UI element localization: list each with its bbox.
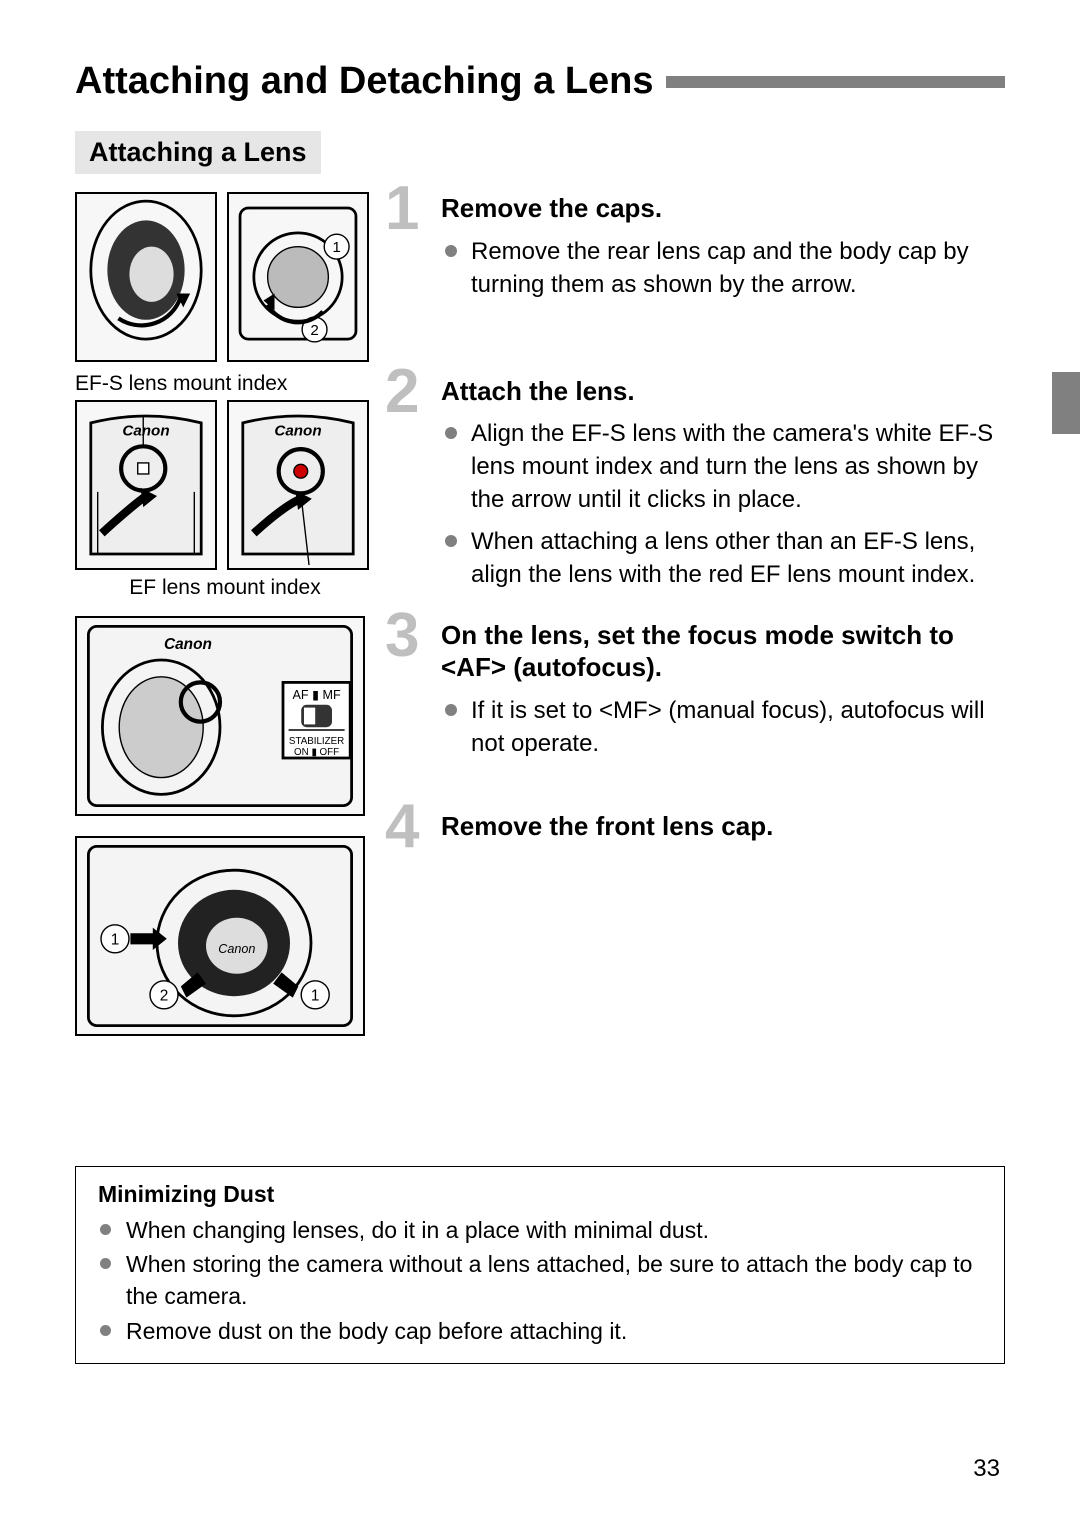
svg-text:ON ▮ OFF: ON ▮ OFF [294, 747, 339, 758]
step-3-list: If it is set to <MF> (manual focus), aut… [441, 694, 1005, 760]
step-1-title: Remove the caps. [441, 192, 1005, 225]
step-1: 1 Remove the caps. Remove the rear lens … [393, 192, 1005, 301]
svg-text:STABILIZER: STABILIZER [289, 736, 344, 747]
svg-text:Canon: Canon [218, 942, 255, 956]
figure-efs-mount: Canon [75, 400, 217, 570]
step-2-list: Align the EF-S lens with the camera's wh… [441, 417, 1005, 591]
figure-row-1: 12 [75, 192, 375, 362]
step-4-title: Remove the front lens cap. [441, 810, 1005, 843]
step-1-item: Remove the rear lens cap and the body ca… [441, 235, 1005, 301]
svg-text:AF ▮ MF: AF ▮ MF [292, 688, 341, 702]
note-item-0: When changing lenses, do it in a place w… [98, 1214, 982, 1246]
edge-tab [1052, 372, 1080, 434]
note-item-2: Remove dust on the body cap before attac… [98, 1315, 982, 1347]
step-3-item: If it is set to <MF> (manual focus), aut… [441, 694, 1005, 760]
title-row: Attaching and Detaching a Lens [75, 60, 1005, 103]
step-1-number: 1 [385, 178, 419, 240]
step-3-title: On the lens, set the focus mode switch t… [441, 619, 1005, 684]
figure-remove-front-cap: Canon 1 2 1 [75, 836, 365, 1036]
step-2-title: Attach the lens. [441, 375, 1005, 408]
figure-af-switch: Canon AF ▮ MF STABILIZERON ▮ OFF [75, 616, 365, 816]
content-columns: 12 EF-S lens mount index Canon Canon EF … [75, 192, 1005, 1056]
page-number: 33 [973, 1455, 1000, 1483]
svg-text:2: 2 [160, 987, 169, 1004]
right-column: 1 Remove the caps. Remove the rear lens … [393, 192, 1005, 1056]
figure-ef-mount: Canon [227, 400, 369, 570]
note-box: Minimizing Dust When changing lenses, do… [75, 1166, 1005, 1364]
step-2: 2 Attach the lens. Align the EF-S lens w… [393, 375, 1005, 591]
figure-lens-cap [75, 192, 217, 362]
step-3: 3 On the lens, set the focus mode switch… [393, 619, 1005, 760]
svg-text:1: 1 [311, 987, 320, 1004]
title-bar [666, 76, 1005, 88]
caption-ef-index: EF lens mount index [75, 576, 375, 600]
step-1-list: Remove the rear lens cap and the body ca… [441, 235, 1005, 301]
step-2-item-1: When attaching a lens other than an EF-S… [441, 525, 1005, 591]
step-2-item-0: Align the EF-S lens with the camera's wh… [441, 417, 1005, 516]
step-4: 4 Remove the front lens cap. [393, 810, 1005, 843]
svg-text:Canon: Canon [122, 422, 169, 439]
svg-text:1: 1 [111, 931, 120, 948]
svg-text:Canon: Canon [164, 636, 212, 653]
note-list: When changing lenses, do it in a place w… [98, 1214, 982, 1347]
section-heading: Attaching a Lens [75, 131, 321, 174]
svg-text:1: 1 [332, 239, 340, 256]
caption-efs-index: EF-S lens mount index [75, 372, 375, 396]
step-4-number: 4 [385, 796, 419, 858]
svg-text:Canon: Canon [274, 422, 321, 439]
figure-row-2: Canon Canon [75, 400, 375, 570]
note-item-1: When storing the camera without a lens a… [98, 1248, 982, 1312]
step-2-number: 2 [385, 361, 419, 423]
figure-body-cap: 12 [227, 192, 369, 362]
svg-text:2: 2 [310, 322, 318, 339]
note-title: Minimizing Dust [98, 1181, 982, 1208]
step-3-number: 3 [385, 605, 419, 667]
left-column: 12 EF-S lens mount index Canon Canon EF … [75, 192, 375, 1056]
page-title: Attaching and Detaching a Lens [75, 60, 654, 103]
